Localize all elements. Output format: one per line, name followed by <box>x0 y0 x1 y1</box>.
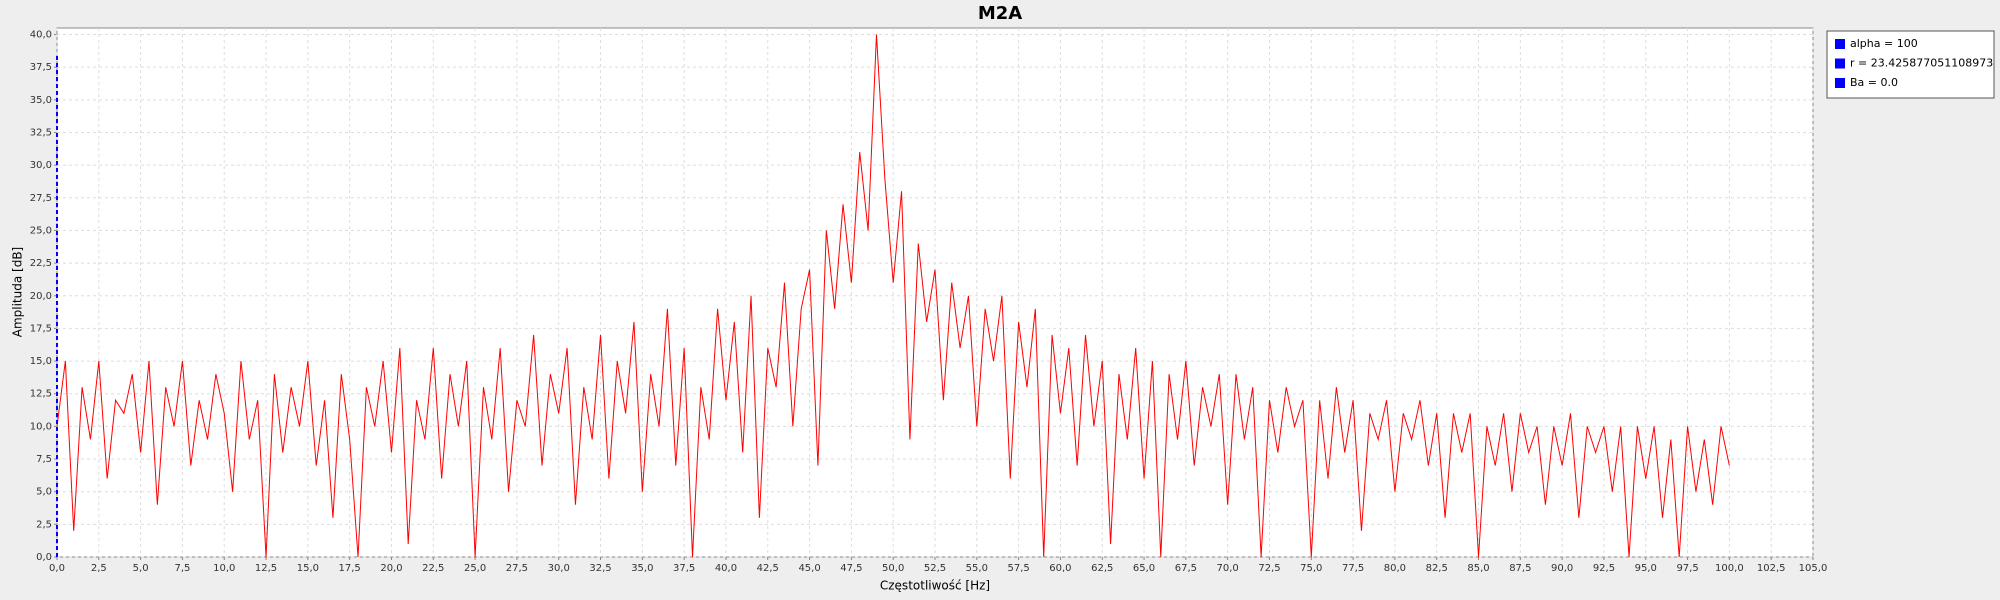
x-tick-label: 55,0 <box>966 563 988 574</box>
x-tick-label: 80,0 <box>1384 563 1406 574</box>
x-tick-label: 100,0 <box>1715 563 1744 574</box>
x-tick-label: 50,0 <box>882 563 904 574</box>
y-axis-label: Amplituda [dB] <box>11 247 25 338</box>
x-tick-label: 57,5 <box>1007 563 1029 574</box>
x-tick-label: 105,0 <box>1799 563 1828 574</box>
y-tick-label: 15,0 <box>30 356 52 367</box>
x-axis-label: Częstotliwość [Hz] <box>880 579 990 593</box>
x-tick-label: 37,5 <box>673 563 695 574</box>
x-tick-label: 17,5 <box>339 563 361 574</box>
x-tick-label: 40,0 <box>715 563 737 574</box>
x-tick-label: 12,5 <box>255 563 277 574</box>
x-tick-label: 77,5 <box>1342 563 1364 574</box>
y-tick-label: 7,5 <box>36 454 52 465</box>
x-tick-label: 42,5 <box>757 563 779 574</box>
x-tick-label: 90,0 <box>1551 563 1573 574</box>
legend-label: Ba = 0.0 <box>1850 76 1898 89</box>
y-tick-label: 22,5 <box>30 258 52 269</box>
y-tick-label: 0,0 <box>36 552 52 563</box>
x-tick-label: 7,5 <box>174 563 190 574</box>
y-tick-label: 10,0 <box>30 421 52 432</box>
legend-box <box>1826 30 1995 99</box>
x-tick-label: 62,5 <box>1091 563 1113 574</box>
x-tick-label: 27,5 <box>506 563 528 574</box>
x-tick-label: 92,5 <box>1593 563 1615 574</box>
x-tick-label: 87,5 <box>1509 563 1531 574</box>
data-line <box>56 34 1730 558</box>
x-tick-label: 82,5 <box>1426 563 1448 574</box>
x-tick-label: 102,5 <box>1757 563 1786 574</box>
x-tick-label: 95,0 <box>1635 563 1657 574</box>
y-tick-label: 2,5 <box>36 519 52 530</box>
x-tick-label: 10,0 <box>213 563 235 574</box>
legend-label: alpha = 100 <box>1850 37 1918 50</box>
y-tick-label: 17,5 <box>30 323 52 334</box>
y-tick-label: 30,0 <box>30 160 52 171</box>
x-tick-label: 25,0 <box>464 563 486 574</box>
x-tick-label: 52,5 <box>924 563 946 574</box>
x-tick-label: 75,0 <box>1300 563 1322 574</box>
x-tick-label: 60,0 <box>1049 563 1071 574</box>
x-tick-label: 22,5 <box>422 563 444 574</box>
x-tick-label: 70,0 <box>1217 563 1239 574</box>
y-tick-label: 12,5 <box>30 389 52 400</box>
x-tick-label: 2,5 <box>91 563 107 574</box>
legend-label: r = 23.425877051108973 <box>1850 57 1993 70</box>
legend-swatch <box>1835 39 1845 49</box>
y-tick-label: 25,0 <box>30 225 52 236</box>
x-tick-label: 72,5 <box>1258 563 1280 574</box>
x-tick-label: 45,0 <box>798 563 820 574</box>
y-tick-label: 20,0 <box>30 291 52 302</box>
x-tick-label: 35,0 <box>631 563 653 574</box>
y-tick-label: 27,5 <box>30 193 52 204</box>
y-tick-label: 40,0 <box>30 30 52 41</box>
x-tick-label: 15,0 <box>297 563 319 574</box>
x-tick-label: 97,5 <box>1676 563 1698 574</box>
x-tick-label: 65,0 <box>1133 563 1155 574</box>
x-tick-label: 30,0 <box>548 563 570 574</box>
chart-title: M2A <box>978 3 1022 24</box>
x-tick-label: 32,5 <box>589 563 611 574</box>
x-tick-label: 47,5 <box>840 563 862 574</box>
legend-swatch <box>1835 58 1845 69</box>
legend-swatch <box>1835 78 1845 88</box>
x-tick-label: 20,0 <box>380 563 402 574</box>
x-tick-label: 67,5 <box>1175 563 1197 574</box>
y-tick-label: 35,0 <box>30 95 52 106</box>
y-tick-label: 32,5 <box>30 127 52 138</box>
x-tick-label: 85,0 <box>1467 563 1489 574</box>
x-tick-label: 0,0 <box>49 563 65 574</box>
y-tick-label: 37,5 <box>30 62 52 73</box>
y-tick-label: 5,0 <box>36 487 52 498</box>
x-tick-label: 5,0 <box>133 563 149 574</box>
